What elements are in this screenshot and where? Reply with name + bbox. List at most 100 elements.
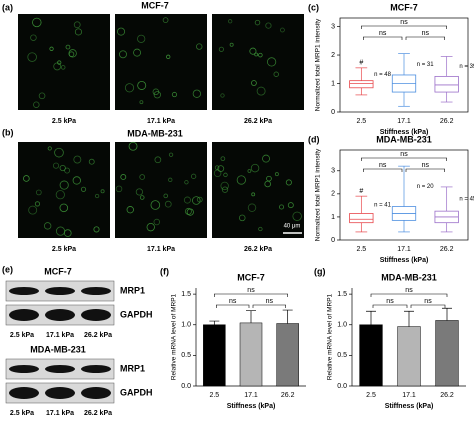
n-label: n = 41 <box>374 202 392 208</box>
cell <box>196 196 203 203</box>
band <box>9 309 39 321</box>
micrograph <box>115 14 207 110</box>
cell <box>60 65 66 70</box>
image-label: 17.1 kPa <box>147 118 175 125</box>
panel-label: (e) <box>2 264 13 274</box>
cell <box>250 163 260 173</box>
cell <box>190 173 197 179</box>
cell <box>28 205 38 215</box>
band-label: MRP1 <box>120 363 145 373</box>
sig-label: ns <box>379 30 387 37</box>
y-tick-label: 0.0 <box>181 383 191 390</box>
cell <box>258 226 263 232</box>
error-bar <box>209 320 220 325</box>
cell <box>100 189 105 194</box>
cell <box>124 83 135 93</box>
cell <box>139 174 146 180</box>
x-tick-label: 17.1 <box>244 392 258 399</box>
cell <box>43 222 52 230</box>
cell <box>150 200 161 210</box>
cell <box>236 175 246 185</box>
chart-title: MDA-MB-231 <box>376 134 432 144</box>
cell <box>254 52 259 57</box>
lane-label: 2.5 kPa <box>10 332 34 339</box>
bar <box>239 322 263 387</box>
x-tick-label: 2.5 <box>356 246 366 253</box>
micrograph <box>18 142 110 238</box>
image-label: 17.1 kPa <box>147 246 175 253</box>
y-tick-label: 1.5 <box>337 291 347 298</box>
cell <box>247 169 252 173</box>
cell <box>63 229 72 237</box>
image-label: 26.2 kPa <box>244 118 272 125</box>
cell <box>192 196 201 205</box>
band-label: GAPDH <box>120 387 153 397</box>
panel-label: (a) <box>2 2 13 12</box>
image-label: 26.2 kPa <box>244 246 272 253</box>
cell <box>184 180 189 185</box>
x-tick-label: 17.1 <box>397 246 411 253</box>
cell <box>73 155 82 164</box>
x-axis-label: Stiffness (kPa) <box>385 403 434 410</box>
cell <box>153 91 161 99</box>
cell <box>59 164 66 172</box>
box <box>349 213 374 224</box>
cell <box>88 158 95 165</box>
sig-bracket <box>216 304 250 308</box>
sig-label: ns <box>400 19 408 26</box>
cell <box>292 211 302 221</box>
cell <box>192 89 201 98</box>
cell <box>217 165 225 172</box>
n-label: n = 20 <box>417 184 435 190</box>
cell <box>120 174 127 180</box>
x-tick-label: 2.5 <box>366 392 376 399</box>
cell <box>285 179 292 186</box>
x-tick-label: 17.1 <box>402 392 416 399</box>
x-axis-label: Stiffness (kPa) <box>380 257 429 264</box>
bar <box>276 323 299 387</box>
micrograph <box>212 142 304 238</box>
lane-label: 26.2 kPa <box>84 332 112 339</box>
sig-label: ns <box>247 287 255 294</box>
cell <box>94 193 100 199</box>
y-tick-label: 1 <box>331 80 335 87</box>
sig-bracket <box>405 36 445 40</box>
cell <box>221 186 229 193</box>
cell <box>247 203 257 212</box>
cell <box>128 141 138 151</box>
cell <box>38 92 46 100</box>
bar <box>435 320 459 387</box>
cell <box>139 100 144 105</box>
sig-bracket <box>252 304 286 308</box>
sig-bracket <box>361 25 447 29</box>
y-tick-label: 0 <box>331 237 335 244</box>
cell <box>137 80 147 90</box>
y-tick-label: 0.5 <box>337 352 347 359</box>
x-tick-label: 26.2 <box>440 392 454 399</box>
y-axis-label: Normalized total MRP1 intensity <box>315 18 322 111</box>
cell <box>164 200 172 208</box>
band <box>9 287 39 295</box>
cell <box>163 193 169 199</box>
y-tick-label: 1.5 <box>181 291 191 298</box>
micrograph <box>212 14 304 110</box>
cell <box>154 156 162 164</box>
band <box>81 309 111 321</box>
y-tick-label: 2 <box>331 52 335 59</box>
blot-title: MDA-MB-231 <box>30 344 86 354</box>
error-bar <box>404 310 414 327</box>
cell <box>135 188 143 196</box>
cell <box>251 192 256 197</box>
sig-label: ns <box>405 287 413 294</box>
image-label: 2.5 kPa <box>52 118 76 125</box>
cell <box>126 206 134 214</box>
x-tick-label: 26.2 <box>440 246 454 253</box>
cell <box>27 52 37 62</box>
cell <box>251 80 257 86</box>
y-tick-label: 0.0 <box>337 383 347 390</box>
cell <box>133 48 142 57</box>
band <box>81 287 111 295</box>
cell <box>166 54 171 59</box>
bar <box>203 324 226 387</box>
sig-bracket <box>363 168 403 172</box>
